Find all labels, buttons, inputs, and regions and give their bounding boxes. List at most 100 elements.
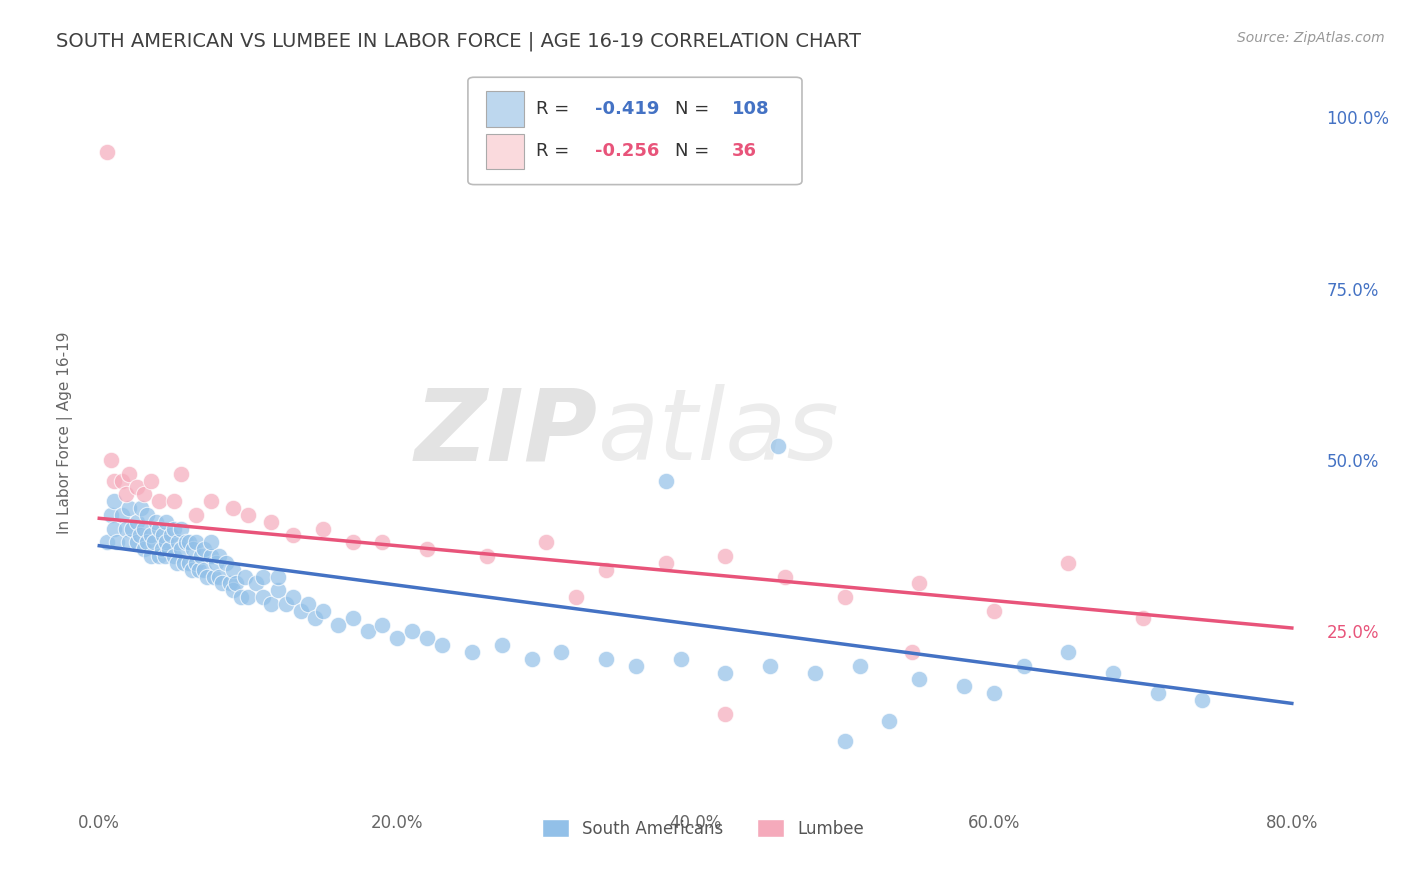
Point: [371, 535, 394, 549]
Point: [159, 528, 181, 542]
Point: [186, 508, 208, 522]
Text: -0.256: -0.256: [595, 143, 659, 161]
Point: [900, 645, 922, 659]
Point: [170, 522, 193, 536]
Point: [714, 706, 737, 721]
Point: [252, 590, 274, 604]
Point: [491, 638, 513, 652]
FancyBboxPatch shape: [468, 78, 801, 185]
Point: [1132, 610, 1154, 624]
Point: [193, 542, 215, 557]
Point: [430, 638, 453, 652]
Point: [401, 624, 423, 639]
Point: [766, 439, 789, 453]
Point: [181, 542, 204, 557]
Point: [163, 549, 186, 563]
Point: [190, 549, 212, 563]
Point: [624, 658, 647, 673]
Point: [281, 590, 304, 604]
Point: [290, 604, 312, 618]
Point: [121, 522, 143, 536]
Point: [163, 522, 186, 536]
Point: [111, 508, 134, 522]
Point: [141, 549, 163, 563]
Point: [1012, 658, 1035, 673]
Bar: [486, 134, 523, 169]
Point: [879, 714, 901, 728]
Point: [260, 597, 283, 611]
Point: [200, 549, 222, 563]
Point: [229, 590, 252, 604]
Point: [118, 535, 141, 549]
Point: [132, 487, 155, 501]
Point: [416, 542, 439, 557]
Point: [118, 467, 141, 481]
Point: [908, 673, 931, 687]
Text: 36: 36: [731, 143, 756, 161]
Point: [983, 686, 1005, 700]
Point: [281, 528, 304, 542]
Text: R =: R =: [536, 143, 575, 161]
Point: [274, 597, 297, 611]
Point: [155, 515, 177, 529]
Point: [222, 563, 245, 577]
Point: [312, 522, 335, 536]
Text: 108: 108: [731, 100, 769, 118]
Point: [167, 535, 190, 549]
Point: [304, 610, 326, 624]
Point: [654, 474, 676, 488]
Point: [235, 569, 257, 583]
Point: [200, 535, 222, 549]
Point: [848, 658, 870, 673]
Point: [170, 542, 193, 557]
Point: [163, 494, 186, 508]
Point: [136, 508, 159, 522]
Point: [100, 453, 122, 467]
Point: [326, 617, 349, 632]
Point: [267, 583, 290, 598]
Point: [267, 569, 290, 583]
Point: [1102, 665, 1125, 680]
Point: [245, 576, 267, 591]
Point: [193, 563, 215, 577]
Point: [225, 576, 247, 591]
Text: SOUTH AMERICAN VS LUMBEE IN LABOR FORCE | AGE 16-19 CORRELATION CHART: SOUTH AMERICAN VS LUMBEE IN LABOR FORCE …: [56, 31, 862, 51]
Point: [238, 590, 260, 604]
Point: [125, 515, 148, 529]
Point: [141, 528, 163, 542]
Point: [118, 501, 141, 516]
Point: [595, 563, 617, 577]
Point: [565, 590, 588, 604]
Point: [174, 535, 197, 549]
Text: atlas: atlas: [598, 384, 839, 481]
Point: [177, 535, 200, 549]
Point: [356, 624, 378, 639]
Point: [152, 528, 174, 542]
Point: [132, 522, 155, 536]
Point: [170, 467, 193, 481]
Point: [111, 474, 134, 488]
Point: [186, 556, 208, 570]
Point: [953, 679, 976, 693]
Point: [387, 632, 409, 646]
Point: [100, 508, 122, 522]
Point: [520, 652, 543, 666]
Point: [157, 542, 180, 557]
Point: [908, 576, 931, 591]
Point: [148, 549, 170, 563]
Point: [177, 556, 200, 570]
Point: [207, 569, 229, 583]
Point: [188, 563, 211, 577]
Point: [136, 535, 159, 549]
Point: [173, 556, 195, 570]
Point: [166, 556, 188, 570]
Point: [103, 522, 125, 536]
Point: [550, 645, 572, 659]
Point: [654, 556, 676, 570]
Point: [1146, 686, 1168, 700]
Point: [461, 645, 484, 659]
Point: [129, 501, 152, 516]
Point: [342, 610, 364, 624]
Text: Source: ZipAtlas.com: Source: ZipAtlas.com: [1237, 31, 1385, 45]
Point: [1057, 556, 1080, 570]
